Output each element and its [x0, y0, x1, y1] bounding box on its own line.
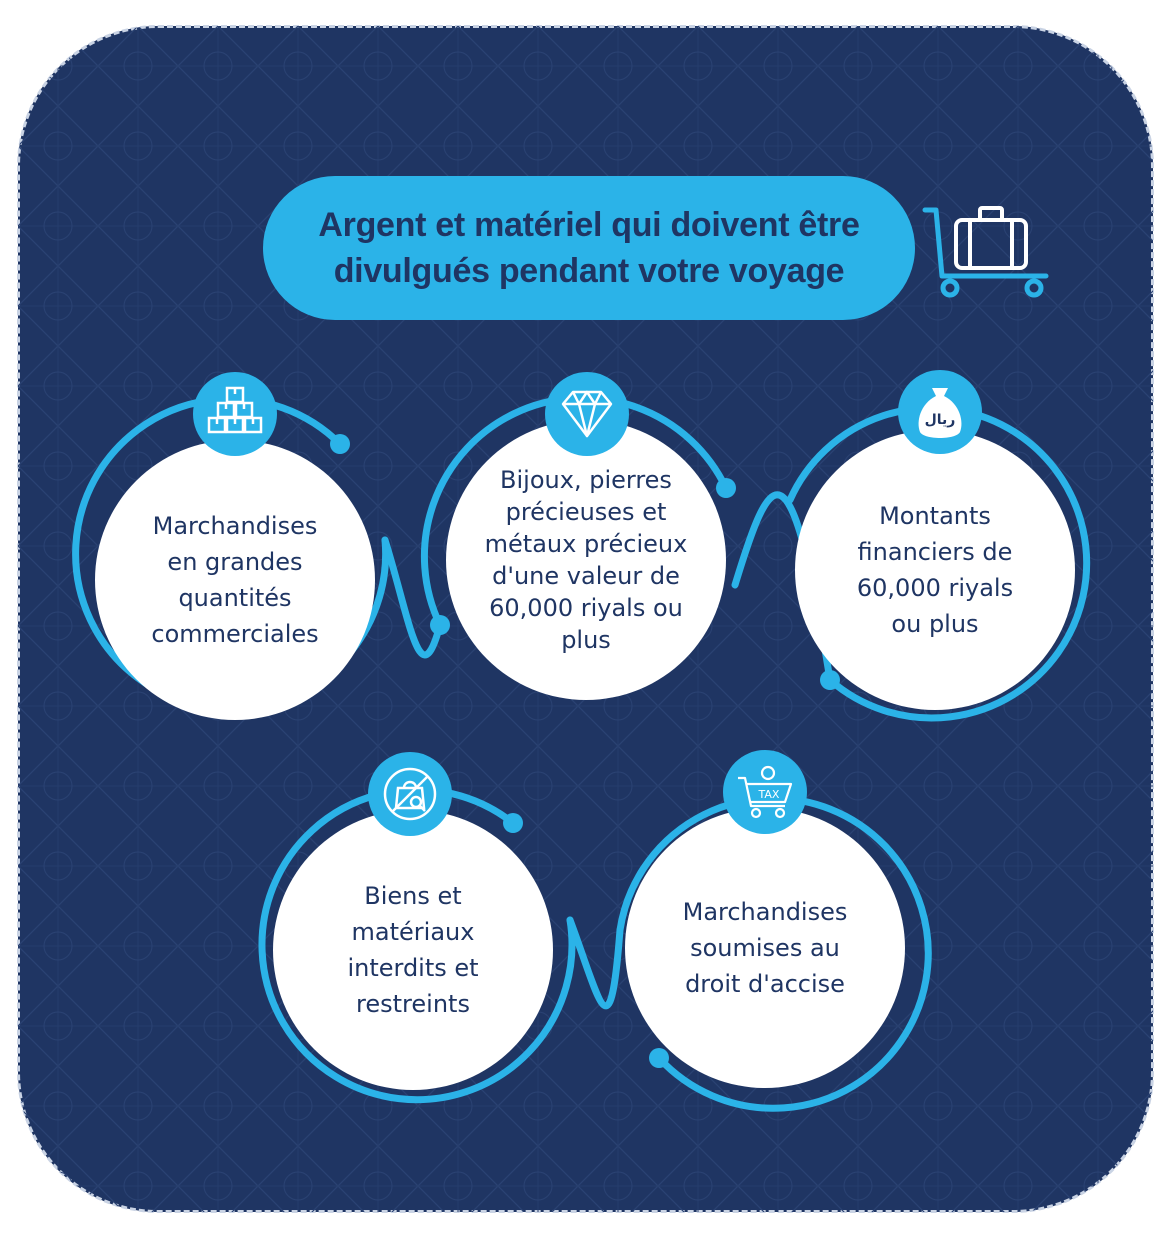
item-2-line: 60,000 riyals ou: [489, 594, 683, 622]
ring-3-endpoint: [820, 670, 840, 690]
ring-5: [616, 794, 932, 1112]
title-line-2: divulgués pendant votre voyage: [333, 252, 845, 290]
item-2-line: Bijoux, pierres: [500, 466, 672, 494]
title-line-1: Argent et matériel qui doivent être: [318, 206, 860, 244]
item-1-line: en grandes: [167, 548, 303, 576]
page-title: Argent et matériel qui doivent être divu…: [278, 202, 899, 294]
item-4-line: Biens et: [364, 882, 462, 910]
item-card-4: Biens et matériaux interdits et restrein…: [273, 810, 553, 1090]
item-2-line: précieuses et: [505, 498, 667, 526]
money-bag-label: ريال: [925, 412, 956, 428]
item-card-1: Marchandises en grandes quantités commer…: [95, 440, 375, 720]
diamond-icon: [561, 390, 613, 438]
ring-5-endpoint: [649, 1048, 669, 1068]
item-3-line: ou plus: [891, 610, 979, 638]
item-2-line: d'une valeur de: [492, 562, 680, 590]
item-4-line: restreints: [356, 990, 470, 1018]
curve-1-2: [381, 536, 444, 659]
tax-label: TAX: [758, 788, 780, 801]
ring-3: [786, 404, 1091, 722]
title-banner: Argent et matériel qui doivent être divu…: [263, 176, 915, 320]
ring-2: [420, 394, 730, 629]
item-card-5: Marchandises soumises au droit d'accise: [625, 808, 905, 1088]
item-5-text: Marchandises soumises au droit d'accise: [673, 894, 858, 1002]
ring-1-endpoint: [330, 434, 350, 454]
item-2-line: métaux précieux: [484, 530, 688, 558]
item-5-line: soumises au: [690, 934, 840, 962]
item-3-badge: ريال: [898, 370, 982, 454]
stacked-boxes-icon: [207, 386, 263, 434]
item-4-badge: [368, 752, 452, 836]
item-1-line: commerciales: [151, 620, 319, 648]
luggage-cart-icon: [922, 206, 1049, 298]
tax-cart-icon: TAX: [738, 765, 793, 819]
item-2-text: Bijoux, pierres précieuses et métaux pré…: [475, 464, 698, 656]
item-3-text: Montants financiers de 60,000 riyals ou …: [847, 498, 1023, 642]
item-3-line: Montants: [879, 502, 991, 530]
item-5-badge: TAX: [723, 750, 807, 834]
item-1-text: Marchandises en grandes quantités commer…: [141, 508, 328, 652]
item-4-line: interdits et: [347, 954, 479, 982]
ring-2-endpoint: [716, 478, 736, 498]
item-2-badge: [545, 372, 629, 456]
ring-4-endpoint: [503, 813, 523, 833]
item-5-line: droit d'accise: [685, 970, 845, 998]
item-1-line: Marchandises: [152, 512, 318, 540]
prohibited-bag-icon: [383, 767, 437, 821]
item-1-line: quantités: [178, 584, 292, 612]
curve-4-5: [566, 916, 624, 1010]
money-bag-icon: ريال: [918, 388, 962, 438]
item-card-3: Montants financiers de 60,000 riyals ou …: [795, 430, 1075, 710]
item-3-line: financiers de: [857, 538, 1013, 566]
item-3-line: 60,000 riyals: [856, 574, 1014, 602]
curve-1-2-endpoint: [430, 615, 450, 635]
item-4-text: Biens et matériaux interdits et restrein…: [337, 878, 488, 1022]
item-5-line: Marchandises: [682, 898, 848, 926]
item-card-2: Bijoux, pierres précieuses et métaux pré…: [446, 420, 726, 700]
item-2-line: plus: [561, 626, 611, 654]
item-1-badge: [193, 372, 277, 456]
item-4-line: matériaux: [351, 918, 475, 946]
